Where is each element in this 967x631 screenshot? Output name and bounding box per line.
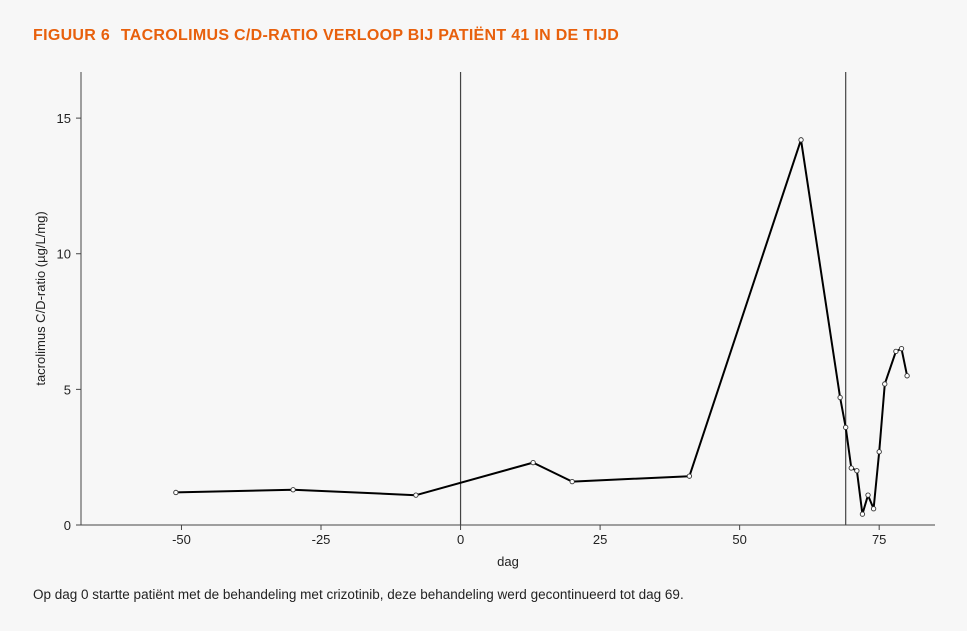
x-tick-label: 75 — [872, 532, 886, 547]
x-tick-label: 50 — [732, 532, 746, 547]
axes — [80, 72, 935, 526]
data-point — [898, 346, 905, 352]
x-ticks: -50 -25 0 25 50 75 — [172, 525, 886, 547]
data-point — [798, 137, 804, 143]
y-tick-label: 15 — [57, 111, 71, 126]
data-point — [848, 465, 854, 471]
data-point — [865, 492, 871, 498]
data-point — [843, 424, 849, 430]
data-point — [530, 459, 536, 466]
x-tick-label: -50 — [172, 532, 191, 547]
data-point — [173, 489, 179, 496]
data-point — [854, 468, 860, 474]
figure-number: FIGUUR 6 — [33, 27, 111, 44]
data-point — [837, 394, 843, 401]
y-ticks: 0 5 10 15 — [57, 111, 81, 533]
x-tick-label: 25 — [593, 532, 607, 547]
data-point — [686, 473, 693, 479]
series-line — [175, 138, 909, 516]
data-point — [859, 511, 866, 517]
figure-title: FIGUUR 6 TACROLIMUS C/D-RATIO VERLOOP BI… — [33, 27, 619, 45]
data-point — [569, 478, 575, 485]
y-tick-label: 10 — [57, 247, 71, 262]
data-point — [904, 373, 910, 379]
data-point — [882, 381, 888, 387]
line-chart: -50 -25 0 25 50 75 0 5 10 15 dag tacrolimus C/D-… — [33, 72, 935, 569]
data-point — [413, 492, 419, 498]
x-tick-label: -25 — [312, 532, 331, 547]
y-tick-label: 0 — [64, 518, 71, 533]
x-axis-label: dag — [497, 554, 519, 569]
data-point — [870, 506, 877, 512]
data-point — [876, 449, 882, 455]
figure-caption: Op dag 0 startte patiënt met de behandel… — [33, 587, 684, 602]
y-tick-label: 5 — [64, 382, 71, 397]
data-point — [290, 487, 296, 493]
reference-lines — [459, 72, 847, 525]
series — [173, 137, 910, 517]
data-point — [893, 348, 899, 355]
figure-title-text: TACROLIMUS C/D-RATIO VERLOOP BIJ PATIËNT… — [120, 27, 620, 44]
x-tick-label: 0 — [457, 532, 464, 547]
y-axis-label: tacrolimus C/D-ratio (µg/L/mg) — [33, 211, 48, 385]
